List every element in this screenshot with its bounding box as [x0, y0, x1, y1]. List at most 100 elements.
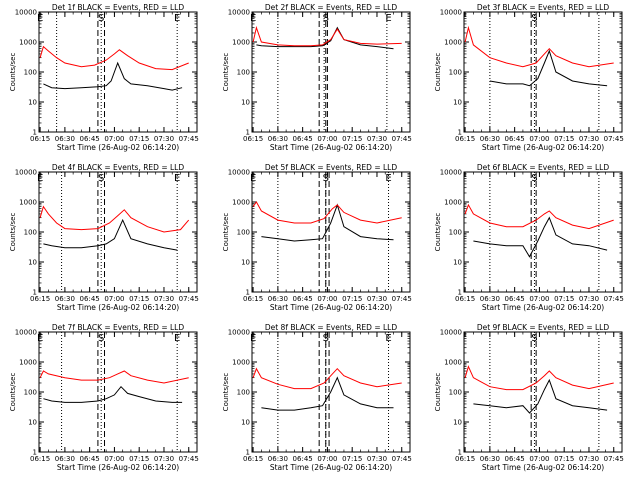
chart-title: Det 6f BLACK = Events, RED = LLD [477, 163, 610, 172]
x-tick-label: 06:15 [30, 135, 50, 143]
x-tick-label: 07:45 [604, 295, 624, 303]
x-tick-label: 06:45 [505, 455, 525, 463]
x-tick-label: 07:45 [179, 135, 199, 143]
x-tick-label: 06:15 [455, 455, 475, 463]
x-tick-label: 06:45 [505, 135, 525, 143]
x-tick-label: 07:30 [579, 295, 599, 303]
marker-label: E [250, 173, 256, 184]
x-tick-label: 07:00 [104, 455, 124, 463]
marker-label: E [250, 333, 256, 344]
x-tick-label: 06:30 [55, 135, 75, 143]
plot-frame [38, 331, 198, 453]
y-tick-label: 1000 [232, 359, 250, 367]
y-axis-label: Counts/sec [9, 213, 17, 252]
y-tick-label: 10000 [440, 329, 462, 337]
y-tick-label: 10000 [228, 9, 250, 17]
x-tick-label: 07:30 [154, 455, 174, 463]
y-tick-label: 1 [458, 129, 462, 137]
y-tick-label: 10 [241, 259, 250, 267]
y-tick-label: 1000 [19, 199, 37, 207]
x-axis-label: Start Time (26-Aug-02 06:14:20) [270, 143, 392, 152]
y-tick-label: 100 [449, 229, 462, 237]
x-tick-label: 07:45 [179, 455, 199, 463]
y-tick-label: 10 [28, 259, 37, 267]
marker-label: E [174, 333, 180, 344]
y-tick-label: 10000 [228, 169, 250, 177]
x-tick-label: 07:00 [104, 295, 124, 303]
x-tick-label: 06:30 [55, 455, 75, 463]
marker-label: E [37, 333, 43, 344]
marker-label: E [37, 173, 43, 184]
chart-title: Det 9f BLACK = Events, RED = LLD [477, 323, 610, 332]
plot-frame [38, 171, 198, 293]
y-tick-label: 100 [24, 389, 37, 397]
x-axis-label: Start Time (26-Aug-02 06:14:20) [482, 303, 604, 312]
series-events [256, 26, 394, 50]
series-lld [464, 365, 614, 391]
chart-title: Det 7f BLACK = Events, RED = LLD [52, 323, 185, 332]
x-tick-label: 06:15 [455, 295, 475, 303]
marker-label: S [98, 333, 104, 344]
y-tick-label: 10 [28, 419, 37, 427]
y-axis-label: Counts/sec [222, 213, 230, 252]
x-tick-label: 06:15 [243, 455, 263, 463]
y-tick-label: 10 [453, 99, 462, 107]
y-tick-label: 1000 [19, 359, 37, 367]
x-axis-label: Start Time (26-Aug-02 06:14:20) [482, 463, 604, 472]
y-tick-label: 100 [449, 389, 462, 397]
y-tick-label: 1 [33, 449, 37, 457]
series-events [489, 49, 608, 87]
y-tick-label: 10000 [15, 169, 37, 177]
y-tick-label: 1000 [444, 199, 462, 207]
series-lld [252, 201, 402, 224]
chart-title: Det 2f BLACK = Events, RED = LLD [265, 3, 398, 12]
x-tick-label: 07:15 [129, 135, 149, 143]
y-tick-label: 1000 [232, 199, 250, 207]
x-tick-label: 06:30 [480, 295, 500, 303]
y-tick-label: 100 [237, 389, 250, 397]
x-tick-label: 06:15 [455, 135, 475, 143]
x-tick-label: 07:45 [604, 135, 624, 143]
x-axis-label: Start Time (26-Aug-02 06:14:20) [57, 303, 179, 312]
y-tick-label: 100 [237, 229, 250, 237]
chart-panel-3: Det 3f BLACK = Events, RED = LLD 1 10 100 10… [434, 3, 624, 152]
y-tick-label: 1 [458, 449, 462, 457]
plot-frame [251, 171, 411, 293]
x-tick-label: 07:00 [529, 455, 549, 463]
marker-label: E [174, 173, 180, 184]
series-lld [39, 370, 189, 384]
y-tick-label: 10 [241, 419, 250, 427]
marker-label: E [174, 13, 180, 24]
x-tick-label: 06:45 [80, 135, 100, 143]
plot-frame [463, 171, 623, 293]
plot-frame [251, 11, 411, 133]
chart-title: Det 3f BLACK = Events, RED = LLD [477, 3, 610, 12]
x-tick-label: 06:30 [268, 295, 288, 303]
x-tick-label: 07:00 [317, 135, 337, 143]
x-tick-label: 06:45 [505, 295, 525, 303]
x-tick-label: 07:30 [367, 135, 387, 143]
x-tick-label: 06:45 [80, 455, 100, 463]
chart-title: Det 1f BLACK = Events, RED = LLD [52, 3, 185, 12]
y-tick-label: 100 [24, 229, 37, 237]
marker-label: S [531, 13, 537, 24]
series-events [43, 61, 183, 91]
series-events [43, 218, 178, 251]
x-tick-label: 06:30 [480, 135, 500, 143]
series-lld [464, 203, 614, 230]
y-tick-label: 100 [237, 69, 250, 77]
marker-label: S [323, 173, 329, 184]
y-tick-label: 10000 [15, 9, 37, 17]
x-tick-label: 07:45 [392, 295, 412, 303]
x-tick-label: 07:15 [129, 295, 149, 303]
marker-label: S [531, 173, 537, 184]
y-tick-label: 1 [33, 289, 37, 297]
marker-label: S [323, 333, 329, 344]
y-tick-label: 10 [28, 99, 37, 107]
y-axis-label: Counts/sec [434, 213, 442, 252]
x-tick-label: 07:00 [529, 295, 549, 303]
chart-panel-6: Det 6f BLACK = Events, RED = LLD 1 10 100 10… [434, 163, 624, 312]
x-tick-label: 07:30 [367, 295, 387, 303]
marker-label: S [531, 333, 537, 344]
